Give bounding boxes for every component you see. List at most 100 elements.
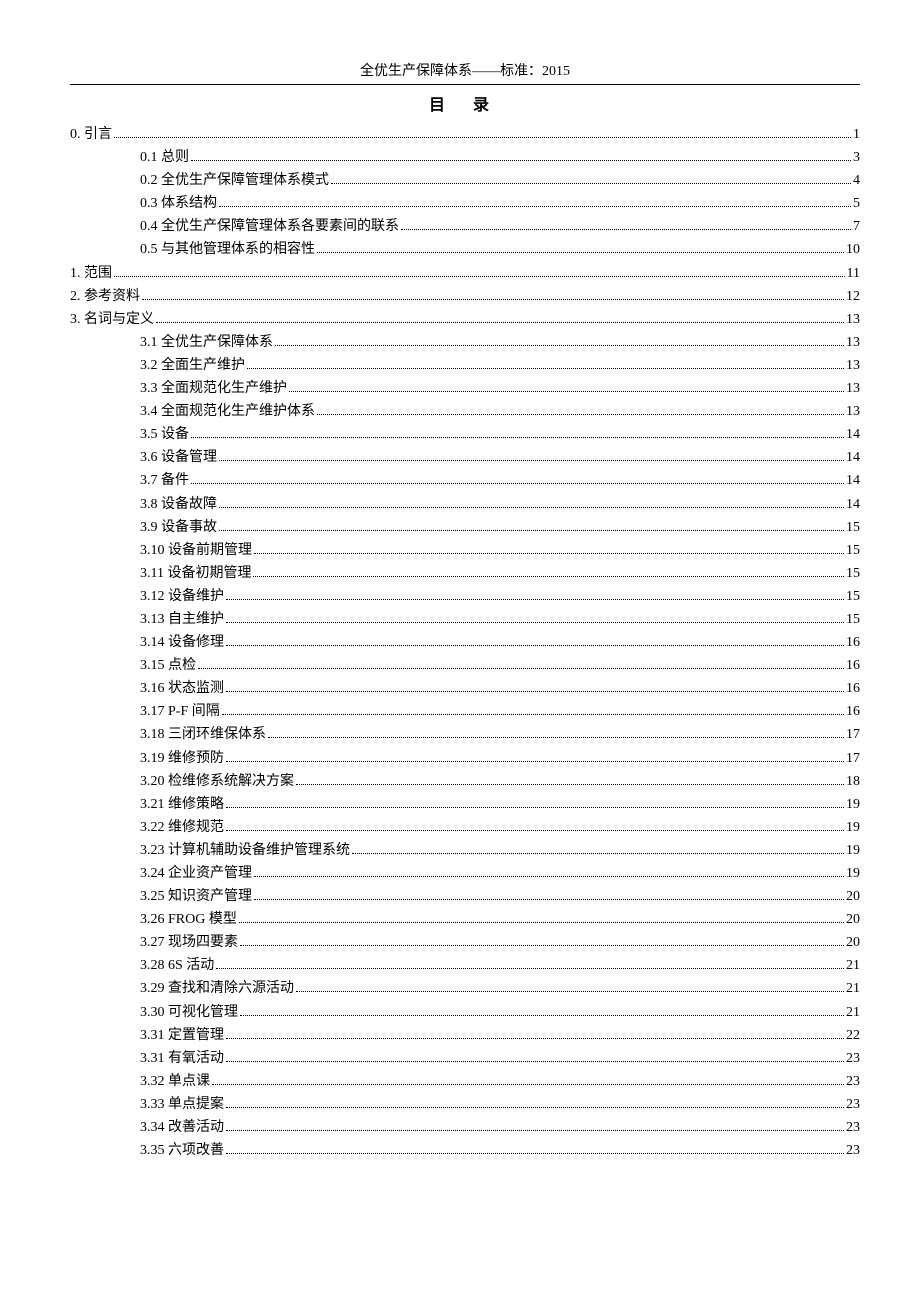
toc-page: 13 [846,308,860,331]
toc-dots [317,252,844,253]
toc-page: 3 [853,146,860,169]
toc-row: 3.11 设备初期管理 15 [140,562,860,585]
toc-row: 3.21 维修策略 19 [140,793,860,816]
toc-row: 0. 引言1 [70,123,860,146]
toc-dots [226,1130,844,1131]
toc-page: 15 [846,585,860,608]
toc-dots [401,229,851,230]
toc-row: 3.8 设备故障14 [140,493,860,516]
toc-page: 16 [846,654,860,677]
toc-page: 13 [846,331,860,354]
toc-label: 3.13 自主维护 [140,608,224,631]
toc-page: 15 [846,562,860,585]
toc-page: 21 [846,977,860,1000]
toc-dots [253,576,844,577]
toc-label: 1. 范围 [70,262,112,285]
toc-label: 0.1 总则 [140,146,189,169]
toc-label: 3.34 改善活动 [140,1116,224,1139]
toc-dots [331,183,851,184]
toc-page: 23 [846,1093,860,1116]
toc-label: 3.31 有氧活动 [140,1047,224,1070]
toc-page: 12 [846,285,860,308]
toc-page: 20 [846,885,860,908]
toc-dots [254,876,844,877]
toc-dots [239,922,844,923]
toc-label: 3.2 全面生产维护 [140,354,245,377]
toc-dots [219,507,844,508]
toc-row: 1. 范围11 [70,262,860,285]
toc-page: 23 [846,1139,860,1162]
toc-page: 23 [846,1047,860,1070]
toc-dots [114,276,845,277]
toc-row: 3.31 定置管理22 [140,1024,860,1047]
toc-row: 3.28 6S 活动21 [140,954,860,977]
toc-row: 3.33 单点提案 23 [140,1093,860,1116]
toc-label: 3.31 定置管理 [140,1024,224,1047]
toc-row: 3.6 设备管理14 [140,446,860,469]
toc-dots [268,737,844,738]
toc-dots [226,1107,844,1108]
toc-page: 16 [846,677,860,700]
page-header: 全优生产保障体系——标准：2015 [70,60,860,80]
toc-page: 19 [846,839,860,862]
toc-row: 3.12 设备维护 15 [140,585,860,608]
toc-row: 3.19 维修预防17 [140,747,860,770]
toc-page: 20 [846,908,860,931]
toc-label: 0.2 全优生产保障管理体系模式 [140,169,329,192]
toc-label: 3.12 设备维护 [140,585,224,608]
header-underline [70,84,860,85]
toc-label: 3.15 点检 [140,654,196,677]
toc-row: 3.18 三闭环维保体系17 [140,723,860,746]
toc-row: 3.24 企业资产管理19 [140,862,860,885]
toc-label: 3.6 设备管理 [140,446,217,469]
toc-row: 3.3 全面规范化生产维护13 [140,377,860,400]
toc-row: 3.14 设备修理16 [140,631,860,654]
toc-label: 3.7 备件 [140,469,189,492]
toc-page: 21 [846,1001,860,1024]
toc-page: 19 [846,793,860,816]
toc-row: 3.10 设备前期管理15 [140,539,860,562]
toc-label: 3.30 可视化管理 [140,1001,238,1024]
toc-row: 3.16 状态监测16 [140,677,860,700]
toc-label: 3.11 设备初期管理 [140,562,251,585]
toc-row: 3.1 全优生产保障体系 13 [140,331,860,354]
toc-page: 13 [846,354,860,377]
toc-dots [289,391,844,392]
toc-label: 0.3 体系结构 [140,192,217,215]
toc-dots [191,437,844,438]
toc-page: 17 [846,723,860,746]
toc-row: 3.26 FROG 模型20 [140,908,860,931]
toc-page: 1 [853,123,860,146]
toc-page: 13 [846,377,860,400]
toc-title: 目 录 [70,91,860,115]
toc-dots [240,1015,844,1016]
toc-dots [198,668,844,669]
toc-page: 4 [853,169,860,192]
toc-label: 3.22 维修规范 [140,816,224,839]
toc-label: 3.9 设备事故 [140,516,217,539]
toc-row: 3.20 检维修系统解决方案18 [140,770,860,793]
toc-page: 20 [846,931,860,954]
toc-page: 17 [846,747,860,770]
toc-dots [240,945,844,946]
toc-dots [275,345,844,346]
toc-label: 0.4 全优生产保障管理体系各要素间的联系 [140,215,399,238]
toc-page: 16 [846,700,860,723]
toc-row: 3.15 点检 16 [140,654,860,677]
toc-label: 0.5 与其他管理体系的相容性 [140,238,315,261]
toc-row: 3.32 单点课23 [140,1070,860,1093]
toc-dots [254,899,844,900]
toc-row: 3.27 现场四要素20 [140,931,860,954]
toc-row: 2. 参考资料12 [70,285,860,308]
toc-page: 15 [846,539,860,562]
toc-label: 3.1 全优生产保障体系 [140,331,273,354]
toc-dots [212,1084,844,1085]
toc-dots [191,160,851,161]
toc-row: 0.5 与其他管理体系的相容性10 [140,238,860,261]
toc-row: 3.31 有氧活动 23 [140,1047,860,1070]
toc-label: 3.4 全面规范化生产维护体系 [140,400,315,423]
toc-label: 3.8 设备故障 [140,493,217,516]
toc-row: 0.3 体系结构5 [140,192,860,215]
toc-label: 3.21 维修策略 [140,793,224,816]
toc-label: 3.33 单点提案 [140,1093,224,1116]
